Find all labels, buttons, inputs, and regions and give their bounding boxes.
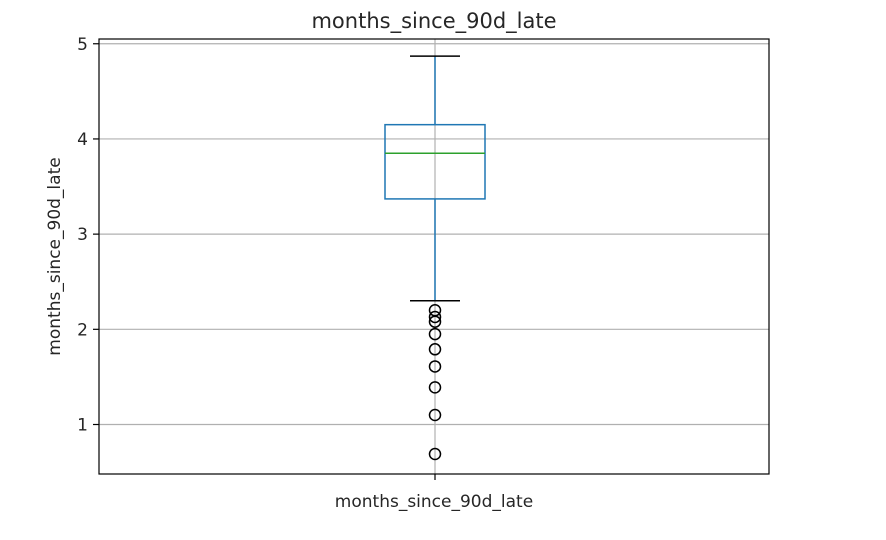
x-axis-ticks: months_since_90d_late	[335, 474, 533, 512]
x-tick-label: months_since_90d_late	[335, 492, 533, 512]
outlier-point	[428, 447, 442, 461]
outlier-point	[428, 343, 442, 356]
box-plot-series	[384, 55, 486, 461]
y-tick-label: 2	[77, 320, 88, 340]
y-tick-label: 4	[77, 130, 88, 150]
y-axis-ticks: 1 2 3 4 5	[77, 35, 99, 436]
iqr-box	[384, 123, 486, 200]
outlier-point	[428, 408, 442, 422]
outlier-point	[428, 310, 442, 324]
outlier-point	[428, 327, 442, 341]
outlier-point	[428, 381, 442, 394]
chart-title: months_since_90d_late	[311, 9, 556, 34]
y-tick-label: 5	[77, 35, 88, 55]
outlier-point	[428, 315, 442, 328]
outlier-point	[428, 360, 442, 373]
y-tick-label: 3	[77, 225, 88, 245]
y-axis-label: months_since_90d_late	[45, 157, 65, 355]
grid-lines	[99, 39, 769, 474]
plot-area-frame	[98, 38, 770, 475]
y-tick-label: 1	[77, 416, 88, 436]
